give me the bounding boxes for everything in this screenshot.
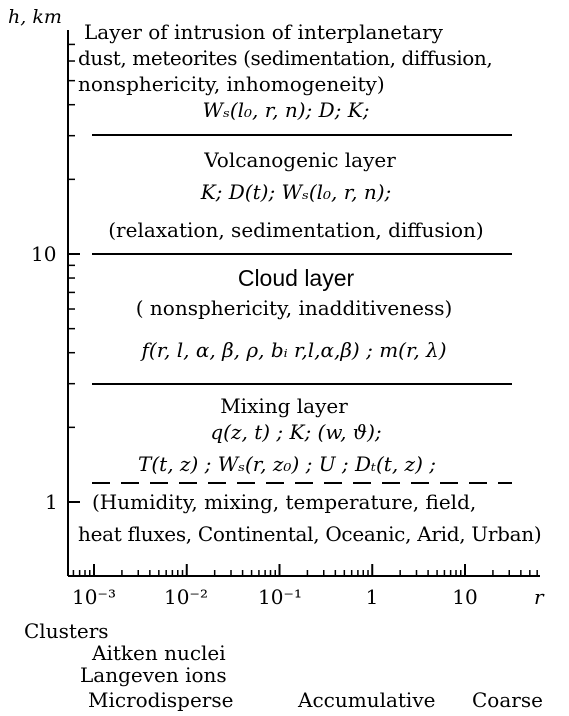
x-tick-label-0.1: 10⁻¹ bbox=[257, 585, 303, 609]
class-clusters: Clusters bbox=[24, 619, 109, 643]
x-tick-label-0.01: 10⁻² bbox=[163, 585, 209, 609]
mixing-formula-1: q(z, t) ; K; (w, ϑ); bbox=[210, 420, 382, 444]
intrusion-line-1: Layer of intrusion of interplanetary bbox=[84, 20, 443, 44]
class-coarse: Coarse bbox=[472, 688, 543, 712]
intrusion-line-2: dust, meteorites (sedimentation, diffusi… bbox=[78, 46, 493, 70]
mixing-factors-1: (Humidity, mixing, temperature, field, bbox=[92, 490, 477, 514]
class-accumulative: Accumulative bbox=[298, 688, 436, 712]
y-tick-marks bbox=[68, 43, 80, 503]
x-tick-marks bbox=[72, 564, 538, 576]
mixing-title: Mixing layer bbox=[220, 394, 348, 418]
mixing-formula-2: T(t, z) ; Wₛ(r, z₀) ; U ; Dₜ(t, z) ; bbox=[138, 452, 436, 476]
y-axis-label: h, km bbox=[8, 6, 62, 28]
intrusion-line-3: nonsphericity, inhomogeneity) bbox=[78, 72, 385, 96]
cloud-title: Cloud layer bbox=[237, 265, 355, 291]
x-tick-label-0.001: 10⁻³ bbox=[71, 585, 117, 609]
y-tick-label-1: 1 bbox=[45, 490, 58, 514]
x-tick-label-10: 10 bbox=[452, 585, 478, 609]
volcanogenic-processes: (relaxation, sedimentation, diffusion) bbox=[108, 218, 484, 242]
mixing-factors-2: heat fluxes, Continental, Oceanic, Arid,… bbox=[78, 522, 542, 546]
y-tick-label-10: 10 bbox=[31, 242, 57, 266]
x-tick-label-1: 1 bbox=[365, 585, 379, 609]
class-microdisperse: Microdisperse bbox=[88, 688, 234, 712]
class-aitken-nuclei: Aitken nuclei bbox=[92, 641, 226, 665]
cloud-formula: f(r, l, α, β, ρ, bᵢ r,l,α,β) ; m(r, λ) bbox=[141, 338, 447, 362]
volcanogenic-title: Volcanogenic layer bbox=[204, 148, 396, 172]
intrusion-formula: Wₛ(l₀, r, n); D; K; bbox=[202, 98, 370, 122]
class-langeven-ions: Langeven ions bbox=[80, 663, 227, 687]
volcanogenic-formula: K; D(t); Wₛ(l₀, r, n); bbox=[200, 180, 392, 204]
cloud-properties: ( nonsphericity, inadditiveness) bbox=[135, 296, 453, 320]
x-axis-label: r bbox=[534, 585, 544, 609]
